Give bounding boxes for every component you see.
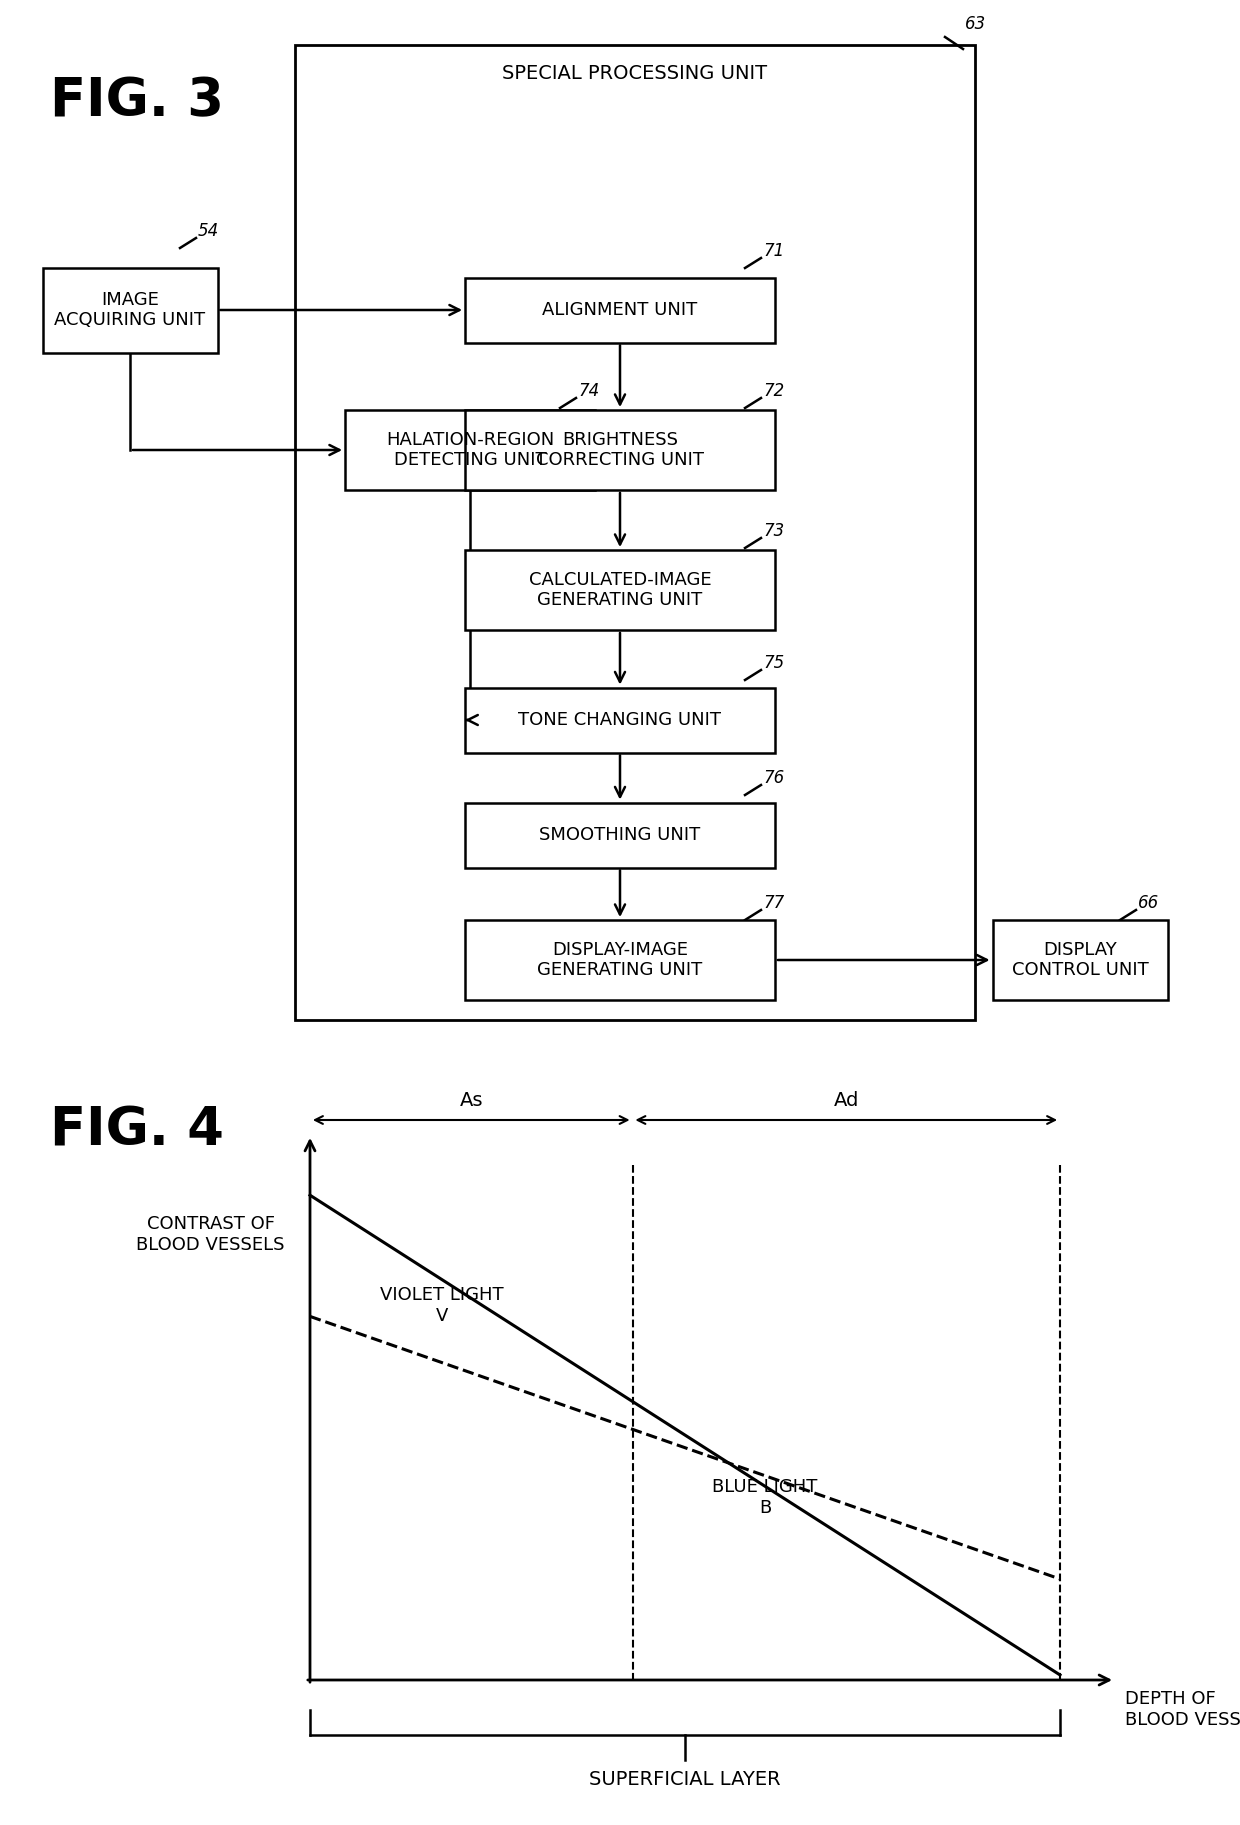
Text: 72: 72	[763, 381, 784, 400]
FancyBboxPatch shape	[992, 920, 1168, 1000]
Text: DEPTH OF
BLOOD VESSELS: DEPTH OF BLOOD VESSELS	[1125, 1690, 1240, 1728]
Text: IMAGE
ACQUIRING UNIT: IMAGE ACQUIRING UNIT	[55, 290, 206, 328]
FancyBboxPatch shape	[295, 46, 975, 1020]
Text: 71: 71	[763, 243, 784, 259]
Text: VIOLET LIGHT
V: VIOLET LIGHT V	[379, 1287, 503, 1325]
FancyBboxPatch shape	[42, 268, 217, 352]
FancyBboxPatch shape	[345, 411, 595, 489]
Text: As: As	[460, 1091, 484, 1110]
FancyBboxPatch shape	[465, 277, 775, 343]
Text: SMOOTHING UNIT: SMOOTHING UNIT	[539, 827, 701, 843]
FancyBboxPatch shape	[465, 803, 775, 867]
Text: FIG. 3: FIG. 3	[50, 75, 224, 128]
Text: FIG. 4: FIG. 4	[50, 1104, 224, 1157]
Text: BLUE LIGHT
B: BLUE LIGHT B	[713, 1478, 818, 1517]
Text: 77: 77	[763, 894, 784, 912]
Text: CALCULATED-IMAGE
GENERATING UNIT: CALCULATED-IMAGE GENERATING UNIT	[528, 571, 712, 610]
Text: HALATION-REGION
DETECTING UNIT: HALATION-REGION DETECTING UNIT	[386, 431, 554, 469]
Text: ALIGNMENT UNIT: ALIGNMENT UNIT	[542, 301, 698, 319]
FancyBboxPatch shape	[465, 411, 775, 489]
Text: Ad: Ad	[833, 1091, 859, 1110]
Text: 75: 75	[763, 653, 784, 672]
Text: 63: 63	[965, 15, 986, 33]
FancyBboxPatch shape	[465, 920, 775, 1000]
Text: TONE CHANGING UNIT: TONE CHANGING UNIT	[518, 712, 722, 728]
Text: 54: 54	[198, 223, 219, 241]
Text: 66: 66	[1138, 894, 1159, 912]
Text: BRIGHTNESS
CORRECTING UNIT: BRIGHTNESS CORRECTING UNIT	[536, 431, 704, 469]
Text: 76: 76	[763, 768, 784, 787]
Text: DISPLAY-IMAGE
GENERATING UNIT: DISPLAY-IMAGE GENERATING UNIT	[537, 940, 703, 980]
Text: DISPLAY
CONTROL UNIT: DISPLAY CONTROL UNIT	[1012, 940, 1148, 980]
Text: CONTRAST OF
BLOOD VESSELS: CONTRAST OF BLOOD VESSELS	[136, 1215, 285, 1254]
Text: 74: 74	[578, 381, 599, 400]
Text: 73: 73	[763, 522, 784, 540]
FancyBboxPatch shape	[465, 549, 775, 630]
Text: SUPERFICIAL LAYER: SUPERFICIAL LAYER	[589, 1770, 781, 1788]
Text: SPECIAL PROCESSING UNIT: SPECIAL PROCESSING UNIT	[502, 64, 768, 82]
FancyBboxPatch shape	[465, 688, 775, 752]
